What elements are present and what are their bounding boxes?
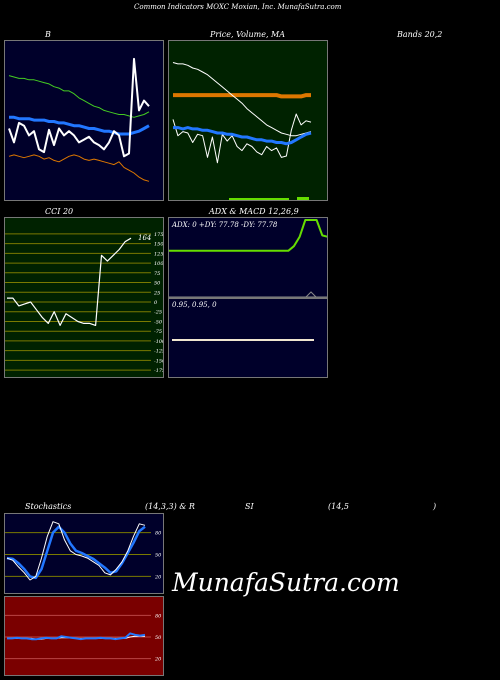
pv-ma_long-line	[172, 62, 312, 137]
rsi-tick-label: 80	[155, 613, 162, 619]
chart-title: Common Indicators MOXC Moxian, Inc. Muna…	[134, 3, 342, 11]
stoch-fast-line	[6, 521, 146, 581]
stochastics-svg: 80 50 20	[5, 521, 162, 581]
pv-volume-bar	[297, 197, 309, 200]
price-volume-panel	[168, 40, 328, 201]
bollinger-panel	[4, 40, 164, 201]
cci-tick-label: -25	[154, 310, 162, 316]
cci-tick-label: 100	[154, 261, 164, 267]
rsi-panel: 80 50 20	[4, 596, 164, 676]
cci-tick-label: 150	[154, 242, 164, 248]
cci-tick-label: -150	[154, 358, 164, 364]
cci-header: CCI 20	[45, 207, 74, 216]
cci-tick-label: 175	[154, 232, 164, 238]
stoch-slow-line	[6, 525, 146, 580]
adx-marker	[305, 291, 317, 297]
bollinger-header-cont: Bands 20,2	[397, 30, 443, 39]
bb-middle-line	[9, 115, 150, 136]
macd-svg	[172, 339, 314, 341]
bb-upper-line	[8, 75, 150, 118]
adx-line	[169, 219, 327, 252]
rsi-tick-label: 50	[155, 635, 162, 641]
bb-price-line	[8, 57, 150, 158]
cci-tick-label: -175	[154, 368, 164, 374]
bollinger-svg	[8, 57, 150, 182]
cci-tick-label: -125	[154, 349, 164, 355]
pv-price-line	[172, 113, 312, 164]
stoch-params-header: (14,3,3) & R	[145, 502, 195, 511]
stoch-tick-label: 50	[155, 553, 162, 559]
macd-readout: 0.95, 0.95, 0	[172, 301, 217, 309]
cci-tick-label: -100	[154, 339, 164, 345]
watermark: MunafaSutra.com	[172, 568, 400, 597]
cci-panel: 175 150 125 100 75 50 25 0 -25 -50 -75 -100 -125 -150…	[4, 217, 164, 378]
cci-tick-label: -75	[154, 329, 162, 335]
rsi-line	[7, 632, 146, 641]
cci-tick-label: 75	[154, 271, 160, 277]
rsi-tick-label: 20	[154, 657, 162, 663]
cci-line	[7, 237, 132, 327]
rsi-params-header: (14,5	[328, 502, 349, 511]
adx-readout: ADX: 0 +DY: 77.78 -DY: 77.78	[172, 221, 278, 229]
cci-svg: 175 150 125 100 75 50 25 0 -25 -50 -75 -100 -125 -150…	[5, 232, 164, 374]
pv-volume-strip	[229, 198, 289, 200]
pv-ma_short-line	[173, 93, 311, 99]
stochastics-panel: 80 50 20	[4, 513, 164, 594]
adx-macd-header: ADX & MACD 12,26,9	[209, 207, 299, 216]
cci-tick-label: -50	[154, 319, 163, 325]
cci-last-value-label: 164	[138, 234, 151, 242]
rsi-header: SI	[245, 502, 254, 511]
cci-tick-label: 125	[154, 251, 164, 257]
bb-lower-line	[8, 154, 150, 182]
rsi-svg: 80 50 20	[5, 613, 162, 663]
stoch-tick-label: 20	[154, 574, 162, 580]
price-volume-svg	[172, 62, 312, 200]
bollinger-header: B	[45, 30, 51, 39]
macd-panel: 0.95, 0.95, 0	[168, 298, 328, 378]
adx-panel: ADX: 0 +DY: 77.78 -DY: 77.78	[168, 217, 328, 298]
cci-tick-label: 50	[154, 281, 161, 287]
cci-tick-label: 0	[154, 300, 158, 306]
pv-ma_blue-line	[173, 126, 312, 146]
price-volume-header: Price, Volume, MA	[210, 30, 286, 39]
rsi-close-header: )	[433, 502, 437, 511]
stoch-tick-label: 80	[155, 531, 162, 537]
cci-tick-label: 25	[153, 290, 160, 296]
adx-svg	[169, 219, 327, 297]
stoch-header: Stochastics	[25, 502, 72, 511]
